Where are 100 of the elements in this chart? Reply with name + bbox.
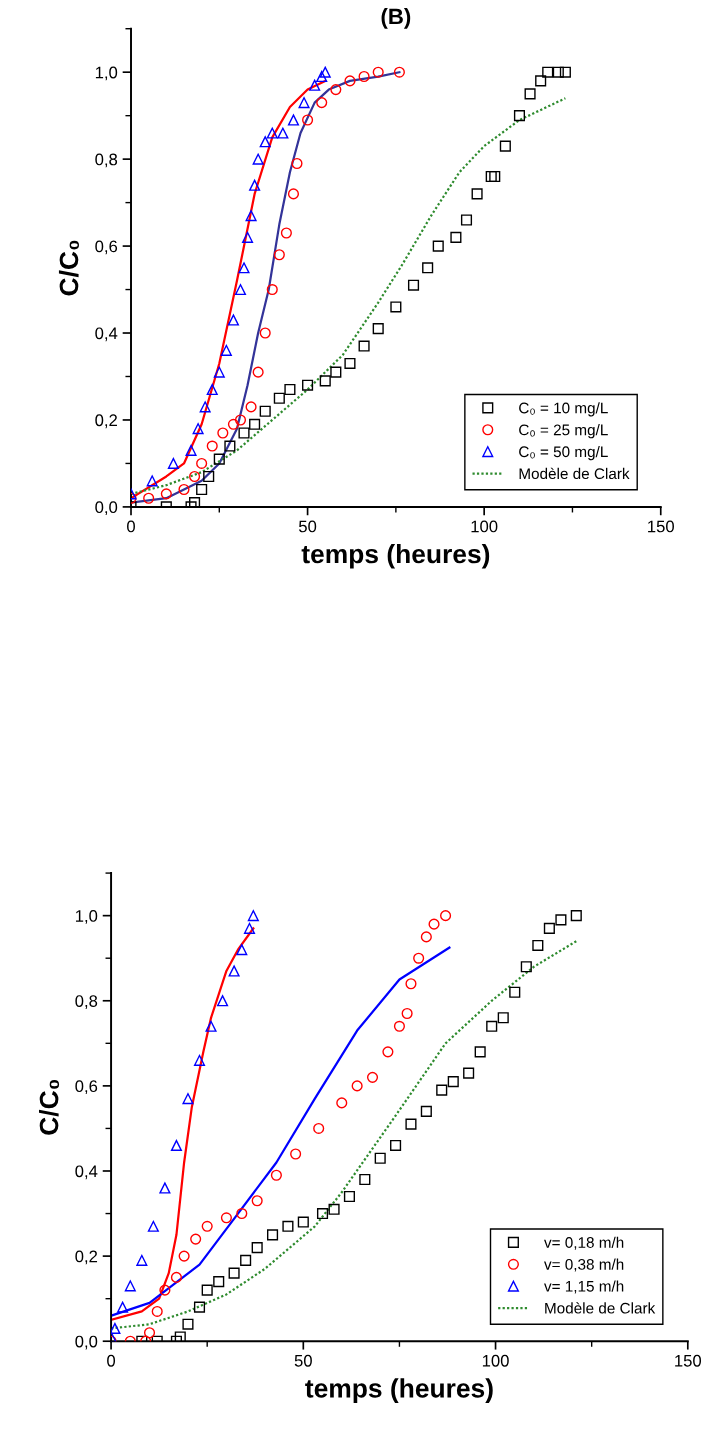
point <box>570 910 582 922</box>
point <box>420 931 432 943</box>
point <box>524 88 536 100</box>
point <box>509 986 521 998</box>
point <box>432 240 444 252</box>
point <box>407 279 420 291</box>
legend-label: C₀ = 10 mg/L <box>519 402 608 417</box>
point <box>111 1322 121 1335</box>
legend-label: C₀ = 50 mg/L <box>519 445 608 461</box>
point <box>372 66 384 78</box>
point <box>358 70 370 83</box>
point <box>266 283 278 296</box>
point <box>291 157 303 170</box>
point <box>227 418 239 430</box>
point <box>460 214 473 226</box>
point <box>330 84 342 96</box>
y-tick-label: 0,4 <box>95 327 118 342</box>
x-tick-label: 0 <box>127 520 135 533</box>
point <box>196 483 208 496</box>
point <box>170 1139 182 1152</box>
point <box>234 283 247 296</box>
point <box>240 1254 252 1266</box>
point <box>319 375 331 387</box>
point <box>178 483 190 496</box>
point <box>213 366 225 378</box>
point <box>309 79 321 91</box>
point <box>489 170 501 183</box>
x-tick-label: 100 <box>471 520 498 533</box>
point <box>228 965 240 977</box>
point <box>193 1054 206 1066</box>
point <box>287 114 300 126</box>
point <box>193 1301 206 1313</box>
point <box>146 475 158 487</box>
point <box>486 1020 498 1032</box>
line-series <box>111 946 451 1317</box>
point <box>405 978 417 990</box>
point <box>245 401 257 413</box>
point <box>203 470 215 483</box>
point <box>178 1250 190 1262</box>
point <box>185 444 197 456</box>
point <box>182 1318 194 1330</box>
point <box>143 1327 156 1339</box>
point <box>520 961 532 973</box>
point <box>559 66 571 78</box>
point <box>259 405 271 417</box>
point <box>217 995 229 1007</box>
point <box>302 379 314 391</box>
point <box>542 66 554 78</box>
point <box>147 1220 159 1232</box>
point <box>290 1148 302 1160</box>
point <box>259 327 271 339</box>
point <box>124 1280 136 1292</box>
point <box>170 1271 182 1283</box>
x-tick-label: 0 <box>107 1354 116 1367</box>
point <box>328 1203 340 1215</box>
point <box>273 249 285 261</box>
y-tick-label: 0,4 <box>75 1165 98 1180</box>
point <box>238 262 250 274</box>
point <box>497 1012 509 1024</box>
point <box>182 1093 194 1105</box>
point <box>450 231 462 243</box>
point <box>206 383 218 396</box>
point <box>167 457 179 469</box>
point <box>251 1195 263 1207</box>
point <box>552 66 564 78</box>
y-tick-label: 0,6 <box>95 240 118 255</box>
x-tick-label: 150 <box>648 520 674 533</box>
point <box>205 1020 217 1032</box>
legend-label: v= 1,15 m/h <box>544 1280 624 1294</box>
point <box>555 914 567 926</box>
point <box>390 301 402 313</box>
point <box>151 1305 163 1317</box>
point <box>206 440 218 452</box>
point <box>336 1097 348 1109</box>
point <box>247 910 259 922</box>
point <box>117 1301 129 1313</box>
x-tick-label: 150 <box>675 1354 702 1367</box>
point <box>393 1020 405 1032</box>
point <box>393 66 405 78</box>
point <box>190 1233 202 1245</box>
point <box>344 75 356 87</box>
chart-title: (B) <box>381 8 411 29</box>
legend-label: C₀ = 25 mg/L <box>519 424 608 439</box>
point <box>440 910 452 922</box>
legend-label: Modèle de Clark <box>545 1302 656 1314</box>
point <box>366 1071 379 1083</box>
point <box>282 1220 294 1232</box>
point <box>499 140 511 152</box>
point <box>372 323 384 335</box>
point <box>201 1220 213 1232</box>
point <box>543 922 555 934</box>
y-tick-label: 0,2 <box>95 414 117 429</box>
point <box>330 366 342 378</box>
point <box>213 453 225 465</box>
point <box>471 188 483 200</box>
point <box>316 70 328 83</box>
point <box>241 231 254 243</box>
point <box>236 944 248 956</box>
point <box>189 470 201 483</box>
point <box>313 1122 325 1134</box>
